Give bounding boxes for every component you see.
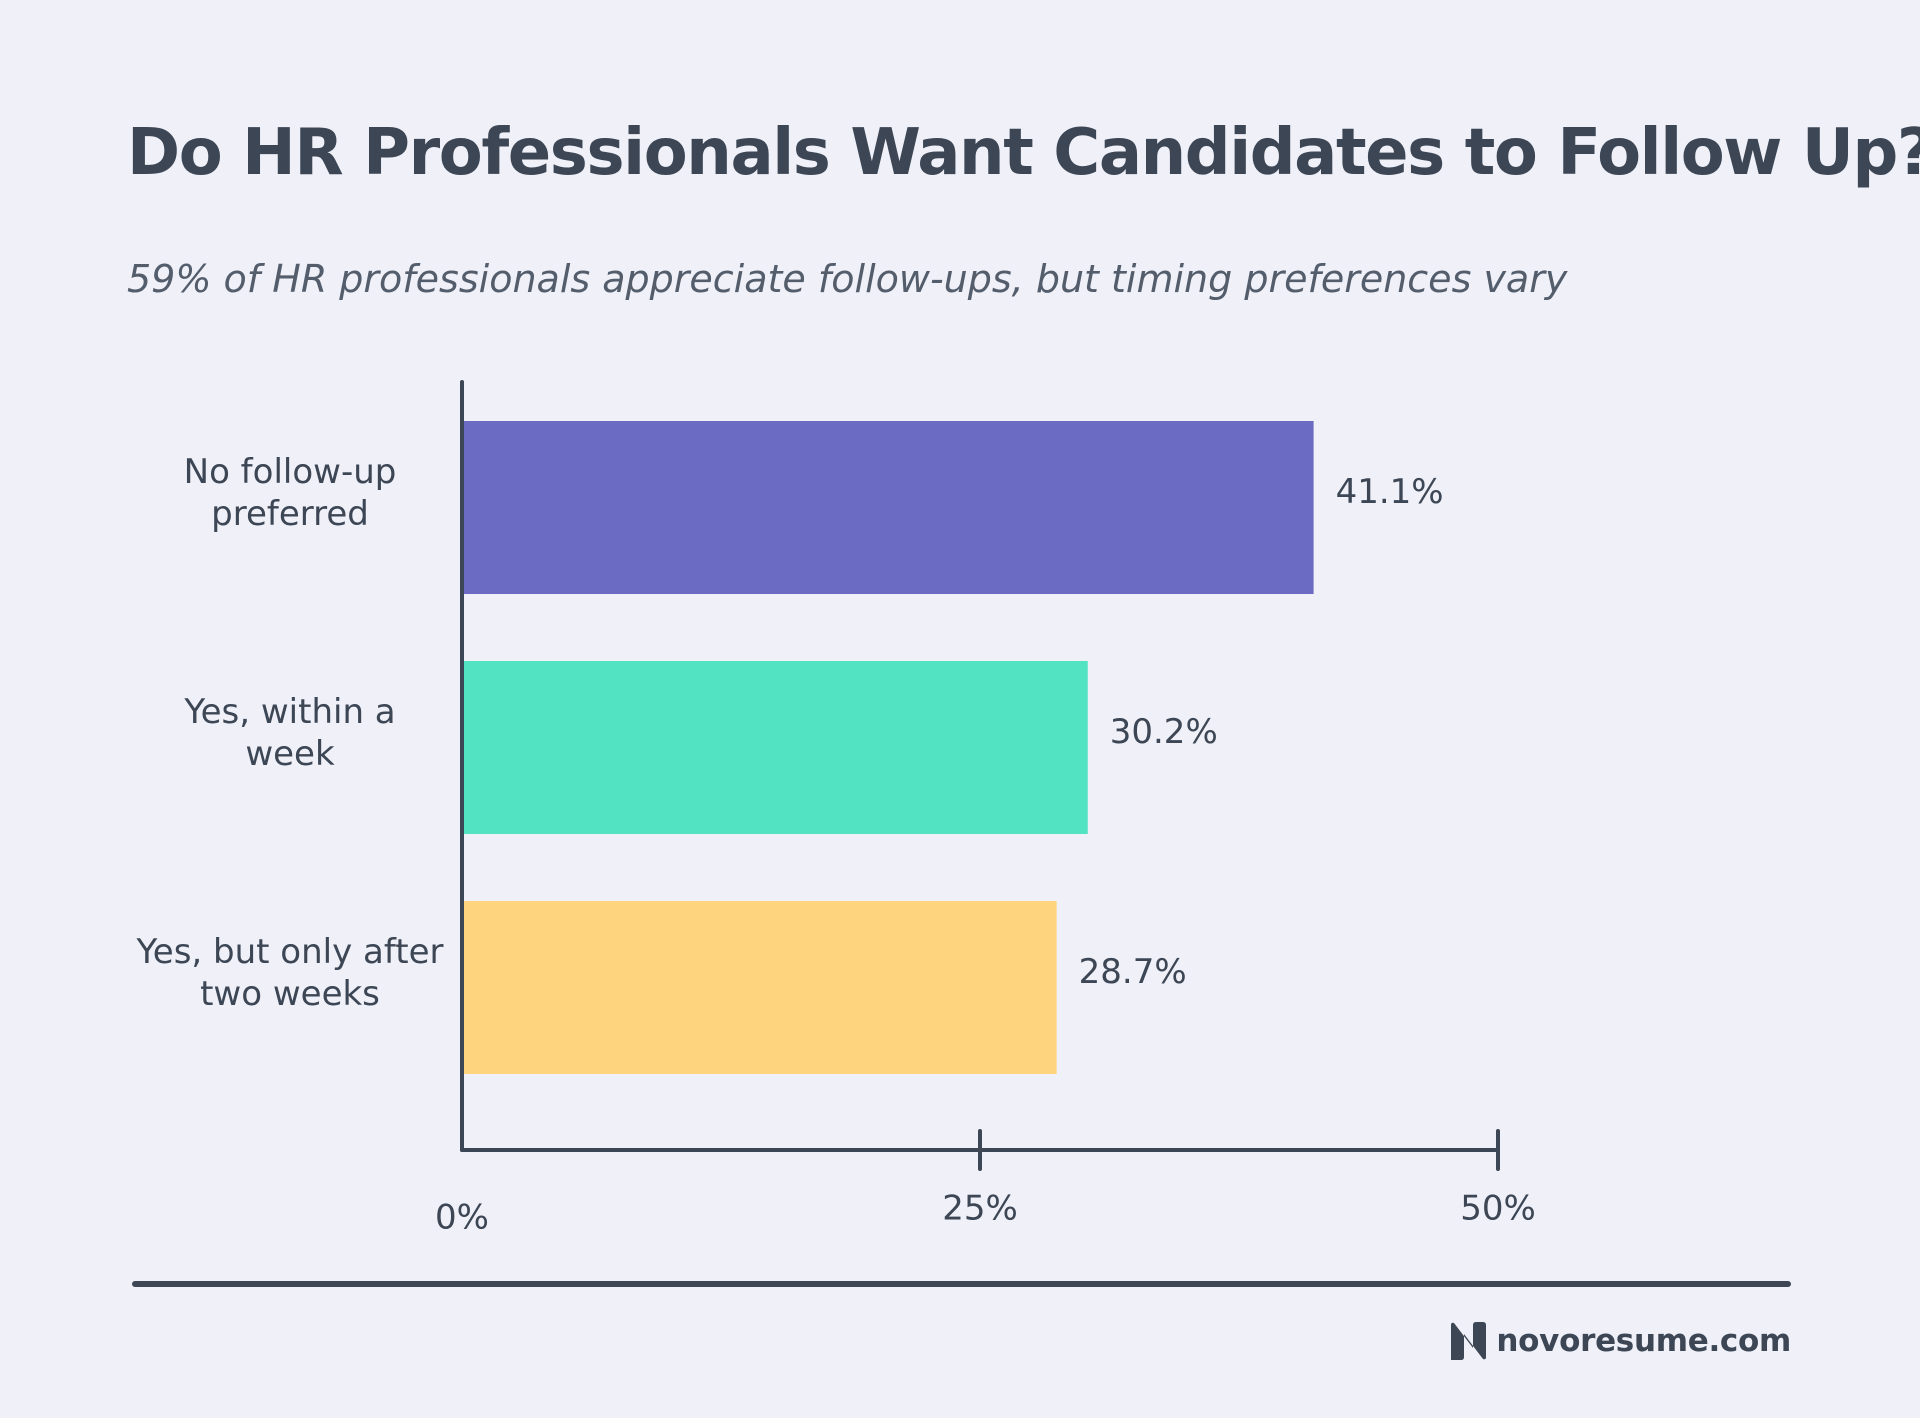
x-tick-label-2: 25%: [942, 1189, 1018, 1229]
value-label-3: 28.7%: [1079, 952, 1187, 992]
bar-2: [462, 661, 1088, 834]
novoresume-logo-icon: [1451, 1322, 1487, 1360]
bar-1: [462, 421, 1314, 594]
bar-3: [462, 901, 1057, 1074]
value-label-1: 41.1%: [1336, 472, 1444, 512]
category-label-3: Yes, but only after two weeks: [136, 932, 444, 1014]
chart-subtitle: 59% of HR professionals appreciate follo…: [127, 257, 1568, 301]
brand-footer: novoresume.com: [1448, 1320, 1791, 1362]
value-label-2: 30.2%: [1110, 712, 1218, 752]
x-tick-label-3: 50%: [1460, 1189, 1536, 1229]
footer-divider: [132, 1281, 1791, 1287]
chart-title: Do HR Professionals Want Candidates to F…: [127, 116, 1920, 190]
category-label-1: No follow-up preferred: [184, 452, 397, 534]
category-label-2: Yes, within a week: [183, 692, 395, 774]
brand-name: novoresume.com: [1496, 1323, 1791, 1359]
x-tick-label-1: 0%: [435, 1198, 489, 1238]
